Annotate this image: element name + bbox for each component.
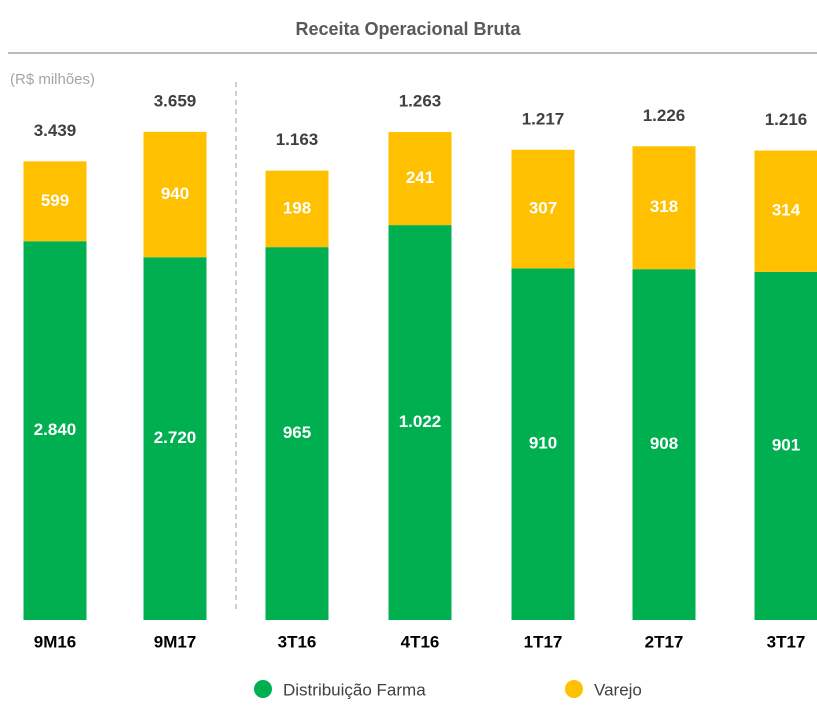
segment-label: 965 (283, 423, 311, 442)
legend-label: Varejo (594, 680, 642, 699)
bar-segment (754, 271, 817, 620)
segment-label: 314 (772, 201, 801, 220)
segment-label: 940 (161, 184, 189, 203)
bar-segment (388, 225, 452, 620)
segment-label: 599 (41, 191, 69, 210)
bar-segment (23, 161, 87, 242)
legend-swatch (565, 680, 583, 698)
bar-segment (511, 268, 575, 620)
bar-segment (388, 132, 452, 226)
segment-label: 2.720 (154, 428, 197, 447)
legend-label: Distribuição Farma (283, 680, 426, 699)
bar-segment (632, 269, 696, 620)
bar-segment (265, 247, 329, 620)
bar-segment (143, 131, 207, 258)
total-label: 3.659 (154, 91, 197, 110)
segment-label: 318 (650, 197, 678, 216)
segment-label: 198 (283, 198, 311, 217)
segment-label: 2.840 (34, 420, 77, 439)
x-tick-label: 2T17 (645, 632, 684, 651)
bar-segment (632, 146, 696, 270)
bar-segment (143, 257, 207, 620)
bar-segment (511, 149, 575, 269)
segment-label: 1.022 (399, 412, 442, 431)
total-label: 1.216 (765, 110, 808, 129)
total-label: 3.439 (34, 121, 77, 140)
segment-label: 901 (772, 435, 800, 454)
bar-segment (265, 170, 329, 248)
segment-label: 908 (650, 434, 678, 453)
chart-title: Receita Operacional Bruta (295, 19, 521, 39)
segment-label: 241 (406, 168, 434, 187)
unit-label: (R$ milhões) (10, 71, 95, 88)
total-label: 1.163 (276, 130, 319, 149)
x-tick-label: 3T16 (278, 632, 317, 651)
segment-label: 307 (529, 199, 557, 218)
x-tick-label: 9M16 (34, 632, 77, 651)
bar-segment (754, 150, 817, 272)
segment-label: 910 (529, 434, 557, 453)
x-tick-label: 3T17 (767, 632, 806, 651)
legend-swatch (254, 680, 272, 698)
total-label: 1.226 (643, 106, 686, 125)
total-label: 1.217 (522, 109, 565, 128)
x-tick-label: 9M17 (154, 632, 197, 651)
total-label: 1.263 (399, 91, 442, 110)
bar-segment (23, 241, 87, 620)
x-tick-label: 4T16 (401, 632, 440, 651)
x-tick-label: 1T17 (524, 632, 563, 651)
